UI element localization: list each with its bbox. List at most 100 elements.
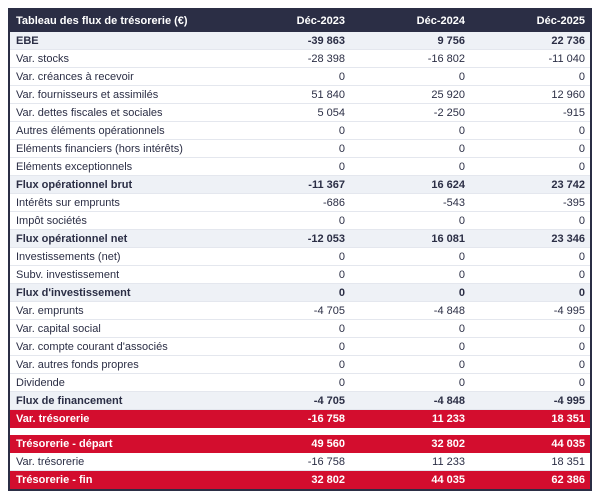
row-value-dec-2024: -4 848	[433, 394, 465, 407]
row-value-dec-2023: -12 053	[307, 232, 345, 245]
row-value-dec-2024: -543	[442, 196, 465, 209]
table-row: Autres éléments opérationnels 0 0 0	[10, 122, 590, 140]
row-label: Dividende	[16, 376, 65, 389]
row-value-dec-2025: -4 995	[553, 394, 585, 407]
table-header-row: Tableau des flux de trésorerie (€) Déc-2…	[10, 10, 590, 32]
row-label: Flux opérationnel brut	[16, 178, 133, 191]
row-label: Subv. investissement	[16, 268, 120, 281]
table-row: Investissements (net) 0 0 0	[10, 248, 590, 266]
row-label: Autres éléments opérationnels	[16, 124, 165, 137]
row-value-dec-2024: 0	[458, 286, 465, 299]
row-value-dec-2025: 62 386	[551, 474, 585, 486]
row-value-dec-2025: 0	[578, 268, 585, 281]
row-label: Trésorerie - fin	[16, 474, 93, 486]
row-label: Var. capital social	[16, 322, 101, 335]
table-row: Trésorerie - départ 49 560 32 802 44 035	[10, 435, 590, 453]
table-row: Flux opérationnel net -12 053 16 081 23 …	[10, 230, 590, 248]
row-value-dec-2025: 23 742	[551, 178, 585, 191]
column-header-dec-2023: Déc-2023	[296, 15, 345, 27]
row-value-dec-2025: 0	[578, 160, 585, 173]
row-value-dec-2024: 44 035	[431, 474, 465, 486]
table-row: Trésorerie - fin 32 802 44 035 62 386	[10, 471, 590, 489]
row-value-dec-2025: 18 351	[551, 455, 585, 468]
table-row: Var. trésorerie -16 758 11 233 18 351	[10, 453, 590, 471]
table-row: Var. fournisseurs et assimilés 51 840 25…	[10, 86, 590, 104]
row-value-dec-2023: 0	[338, 124, 345, 137]
row-value-dec-2023: 0	[338, 214, 345, 227]
row-value-dec-2024: 11 233	[432, 455, 465, 468]
row-value-dec-2024: 0	[458, 214, 465, 227]
row-label: Var. trésorerie	[16, 413, 90, 425]
row-value-dec-2025: 18 351	[551, 413, 585, 425]
column-header-dec-2025: Déc-2025	[536, 15, 585, 27]
row-value-dec-2025: 0	[578, 340, 585, 353]
row-value-dec-2023: 0	[338, 250, 345, 263]
row-value-dec-2023: -39 863	[307, 34, 345, 47]
row-label: Flux de financement	[16, 394, 123, 407]
row-value-dec-2023: 51 840	[311, 88, 345, 101]
row-value-dec-2024: 11 233	[431, 413, 465, 425]
table-title: Tableau des flux de trésorerie (€)	[16, 15, 188, 27]
row-value-dec-2024: -2 250	[433, 106, 465, 119]
row-value-dec-2024: 0	[458, 70, 465, 83]
row-value-dec-2023: -16 758	[307, 413, 345, 425]
table-row: Eléments exceptionnels 0 0 0	[10, 158, 590, 176]
row-value-dec-2025: 0	[578, 70, 585, 83]
column-header-dec-2024: Déc-2024	[416, 15, 465, 27]
row-value-dec-2023: 0	[338, 340, 345, 353]
row-label: Impôt sociétés	[16, 214, 87, 227]
table-row: Var. stocks -28 398 -16 802 -11 040	[10, 50, 590, 68]
table-row: Var. autres fonds propres 0 0 0	[10, 356, 590, 374]
row-label: Var. créances à recevoir	[16, 70, 134, 83]
row-value-dec-2025: 0	[578, 250, 585, 263]
table-row: Dividende 0 0 0	[10, 374, 590, 392]
row-label: Var. dettes fiscales et sociales	[16, 106, 163, 119]
row-value-dec-2023: 0	[338, 160, 345, 173]
row-value-dec-2024: 16 624	[431, 178, 465, 191]
row-value-dec-2025: 0	[578, 214, 585, 227]
row-value-dec-2023: 0	[338, 376, 345, 389]
row-value-dec-2023: 0	[338, 286, 345, 299]
row-value-dec-2024: 16 081	[431, 232, 465, 245]
table-row: Flux opérationnel brut -11 367 16 624 23…	[10, 176, 590, 194]
row-value-dec-2025: 12 960	[551, 88, 585, 101]
row-value-dec-2024: 0	[458, 322, 465, 335]
row-value-dec-2023: 0	[338, 268, 345, 281]
row-value-dec-2025: -11 040	[548, 52, 586, 65]
row-value-dec-2023: -16 758	[307, 455, 345, 468]
row-value-dec-2023: -686	[322, 196, 345, 209]
row-value-dec-2024: 0	[458, 376, 465, 389]
row-label: Flux d'investissement	[16, 286, 131, 299]
row-value-dec-2024: 0	[458, 268, 465, 281]
row-value-dec-2024: 0	[458, 340, 465, 353]
row-value-dec-2024: -16 802	[427, 52, 465, 65]
row-value-dec-2023: -4 705	[313, 394, 345, 407]
row-value-dec-2023: 5 054	[317, 106, 345, 119]
row-value-dec-2023: 0	[338, 358, 345, 371]
row-value-dec-2025: 0	[578, 286, 585, 299]
table-spacer-row	[10, 428, 590, 435]
row-label: EBE	[16, 34, 39, 47]
row-value-dec-2024: 32 802	[431, 438, 465, 450]
cash-flow-table: Tableau des flux de trésorerie (€) Déc-2…	[8, 8, 592, 491]
row-label: Var. fournisseurs et assimilés	[16, 88, 159, 101]
table-row: Flux d'investissement 0 0 0	[10, 284, 590, 302]
table-body: EBE -39 863 9 756 22 736 Var. stocks -28…	[10, 32, 590, 489]
row-value-dec-2025: -4 995	[553, 304, 585, 317]
row-label: Investissements (net)	[16, 250, 121, 263]
row-label: Var. compte courant d'associés	[16, 340, 168, 353]
row-value-dec-2024: 0	[458, 142, 465, 155]
table-row: Subv. investissement 0 0 0	[10, 266, 590, 284]
row-label: Var. emprunts	[16, 304, 84, 317]
row-label: Flux opérationnel net	[16, 232, 128, 245]
row-label: Eléments financiers (hors intérêts)	[16, 142, 183, 155]
row-value-dec-2025: 23 346	[551, 232, 585, 245]
row-label: Eléments exceptionnels	[16, 160, 133, 173]
row-value-dec-2025: 44 035	[551, 438, 585, 450]
table-row: Impôt sociétés 0 0 0	[10, 212, 590, 230]
row-value-dec-2025: 22 736	[551, 34, 585, 47]
row-label: Var. trésorerie	[16, 455, 85, 468]
table-row: Var. compte courant d'associés 0 0 0	[10, 338, 590, 356]
table-row: Var. créances à recevoir 0 0 0	[10, 68, 590, 86]
row-value-dec-2025: -915	[562, 106, 585, 119]
